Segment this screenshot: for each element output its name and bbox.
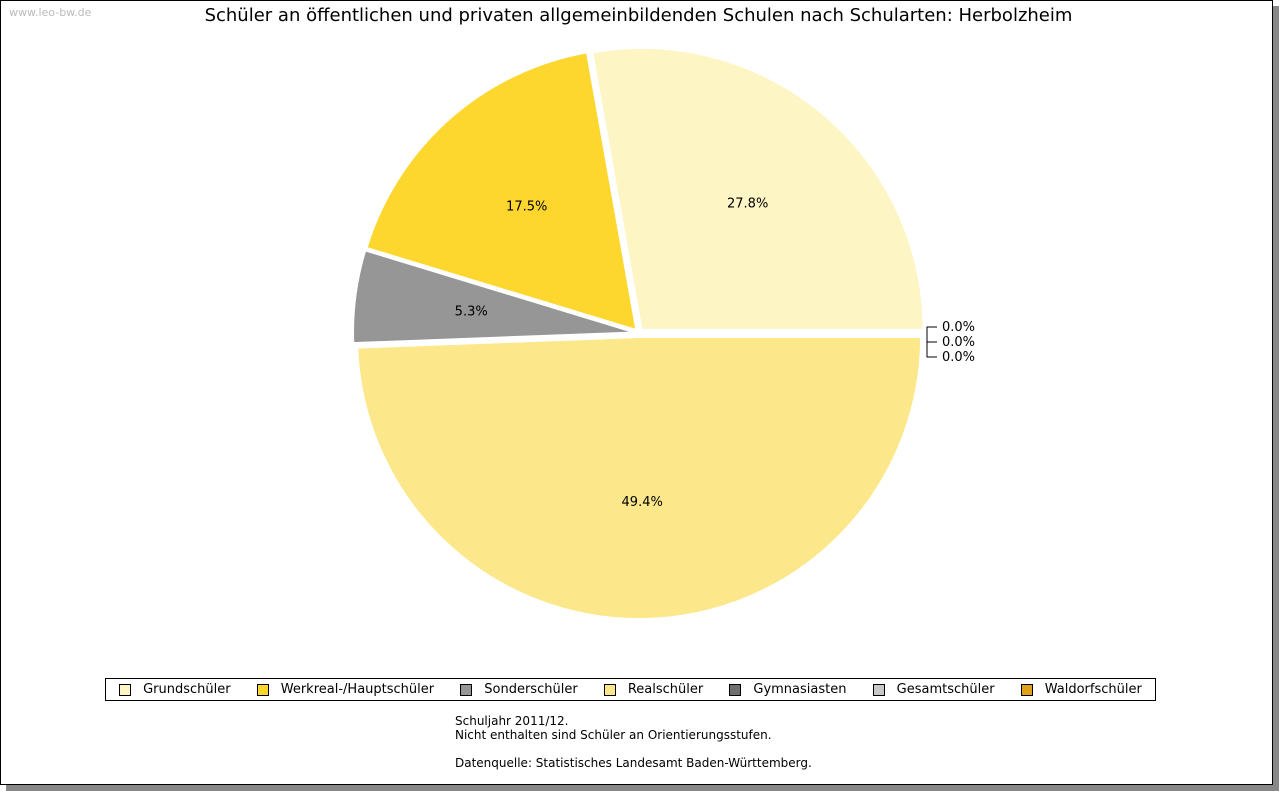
legend-item: Sonderschüler [460, 682, 578, 697]
slice-label: 0.0% [942, 320, 975, 335]
slice-label: 0.0% [942, 350, 975, 365]
pie-chart: 27.8%17.5%5.3%49.4%0.0%0.0%0.0% [352, 46, 975, 620]
legend: Grundschüler Werkreal-/Hauptschüler Sonder… [105, 678, 1156, 701]
legend-item: Grundschüler [119, 682, 231, 697]
legend-swatch [603, 683, 616, 696]
legend-label: Waldorfschüler [1044, 682, 1142, 697]
pie-slice-3 [356, 335, 923, 620]
legend-swatch [1020, 683, 1033, 696]
pie-slice-1 [365, 51, 638, 332]
footnotes: Schuljahr 2011/12. Nicht enthalten sind S… [455, 714, 812, 770]
footnote-line: Schuljahr 2011/12. [455, 714, 569, 728]
watermark: www.leo-bw.de [9, 6, 92, 19]
legend-item: Gymnasiasten [729, 682, 846, 697]
legend-label: Sonderschüler [484, 682, 578, 697]
leader-line [926, 326, 937, 342]
pie-slice-2 [352, 249, 636, 345]
legend-label: Gymnasiasten [753, 682, 847, 697]
legend-swatch [256, 683, 269, 696]
legend-swatch [119, 683, 132, 696]
chart-title: Schüler an öffentlichen und privaten all… [204, 5, 1073, 26]
footnote-line [455, 742, 812, 756]
legend-item: Werkreal-/Hauptschüler [256, 682, 435, 697]
legend-swatch [872, 683, 885, 696]
slice-label: 17.5% [506, 199, 547, 214]
legend-swatch [460, 683, 473, 696]
legend-swatch [729, 683, 742, 696]
pie-slice-0 [591, 46, 925, 331]
footnote-line: Nicht enthalten sind Schüler an Orientie… [455, 728, 772, 742]
slice-label: 0.0% [942, 335, 975, 350]
legend-label: Werkreal-/Hauptschüler [280, 682, 435, 697]
legend-label: Grundschüler [143, 682, 231, 697]
leader-line [926, 342, 937, 358]
footnote-line: Datenquelle: Statistisches Landesamt Bad… [455, 756, 812, 770]
legend-item: Waldorfschüler [1020, 682, 1142, 697]
legend-item: Realschüler [603, 682, 704, 697]
slice-label: 49.4% [622, 495, 663, 510]
legend-label: Realschüler [627, 682, 704, 697]
legend-label: Gesamtschüler [896, 682, 995, 697]
slice-label: 5.3% [455, 304, 488, 319]
slice-label: 27.8% [727, 196, 768, 211]
legend-item: Gesamtschüler [872, 682, 995, 697]
